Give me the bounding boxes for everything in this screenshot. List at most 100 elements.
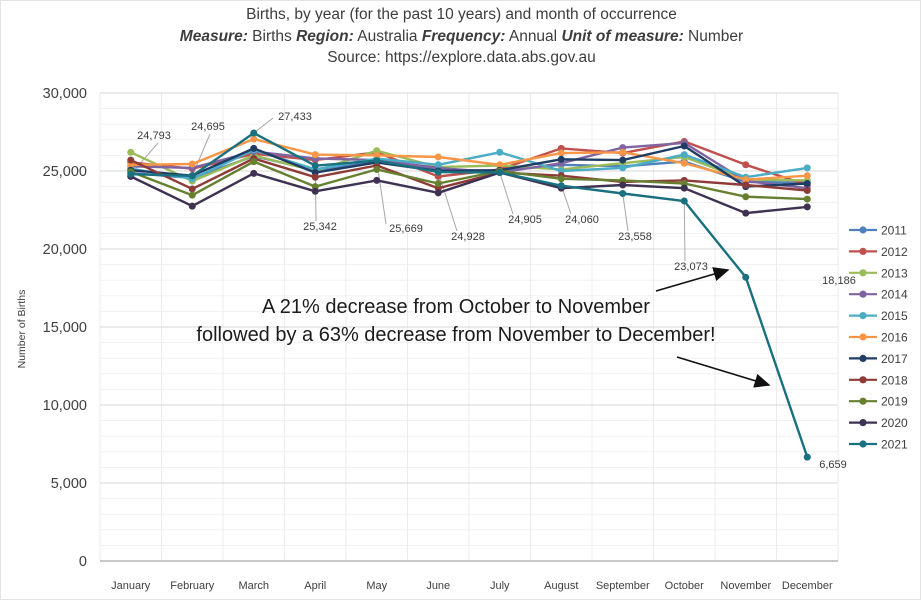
data-point bbox=[250, 129, 258, 137]
data-point bbox=[619, 148, 627, 156]
data-point bbox=[311, 162, 319, 170]
data-label-january: 24,793 bbox=[137, 130, 171, 142]
chart-header: Births, by year (for the past 10 years) … bbox=[1, 4, 920, 69]
legend-item-2017: 2017 bbox=[849, 352, 908, 366]
data-point bbox=[188, 185, 196, 193]
chart-subtitle: Measure: Births Region: Australia Freque… bbox=[1, 26, 920, 48]
legend-item-2018: 2018 bbox=[849, 373, 908, 387]
legend-label: 2014 bbox=[881, 288, 908, 302]
data-point bbox=[373, 176, 381, 184]
leader-line bbox=[253, 117, 274, 134]
data-point bbox=[619, 189, 627, 197]
chart-source: Source: https://explore.data.abs.gov.au bbox=[327, 49, 596, 66]
series-2021 bbox=[127, 129, 811, 461]
data-point bbox=[742, 273, 750, 281]
series-line-2020 bbox=[129, 171, 809, 215]
legend-item-2020: 2020 bbox=[849, 416, 908, 430]
data-point bbox=[803, 172, 811, 180]
legend-item-2021: 2021 bbox=[849, 438, 908, 452]
x-tick-label: November bbox=[720, 580, 771, 592]
x-tick-label: July bbox=[490, 580, 510, 592]
data-point bbox=[496, 148, 504, 156]
data-point bbox=[188, 172, 196, 180]
data-point bbox=[188, 160, 196, 168]
subtitle-measure-label: Measure: bbox=[179, 27, 248, 45]
series-lines bbox=[127, 129, 811, 461]
legend-label: 2013 bbox=[881, 266, 908, 280]
data-point bbox=[250, 135, 258, 143]
legend-marker bbox=[859, 226, 867, 234]
legend-marker bbox=[859, 333, 867, 341]
y-tick-label: 5,000 bbox=[51, 476, 87, 492]
data-point bbox=[742, 209, 750, 217]
data-point bbox=[434, 189, 442, 197]
x-tick-label: January bbox=[111, 580, 151, 592]
data-point bbox=[250, 158, 258, 166]
annotation-arrows bbox=[655, 267, 771, 388]
data-point bbox=[311, 173, 319, 181]
data-labels: 24,793 24,695 27,433 25,342 25,669 24,928 24,9… bbox=[137, 111, 856, 471]
legend-marker bbox=[859, 312, 867, 320]
annotation-line-2: followed by a 63% decrease from November… bbox=[196, 324, 716, 346]
x-tick-label: March bbox=[238, 580, 269, 592]
data-label-february: 24,695 bbox=[191, 121, 225, 133]
data-point bbox=[250, 169, 258, 177]
data-point bbox=[619, 181, 627, 189]
data-point bbox=[803, 453, 811, 461]
data-point bbox=[742, 176, 750, 184]
data-point bbox=[373, 151, 381, 159]
legend-item-2016: 2016 bbox=[849, 331, 908, 345]
data-point bbox=[188, 191, 196, 199]
subtitle-region-value: Australia bbox=[353, 27, 422, 45]
data-point bbox=[373, 165, 381, 173]
x-tick-label: April bbox=[304, 580, 326, 592]
data-label-september: 23,558 bbox=[618, 231, 652, 243]
data-point bbox=[803, 179, 811, 187]
legend-label: 2019 bbox=[881, 395, 908, 409]
data-point bbox=[680, 142, 688, 150]
data-point bbox=[680, 151, 688, 159]
subtitle-measure-value: Births bbox=[247, 27, 297, 45]
data-point bbox=[557, 175, 565, 183]
legend-label: 2011 bbox=[881, 224, 907, 238]
y-tick-label: 20,000 bbox=[43, 242, 87, 258]
data-point bbox=[680, 197, 688, 205]
legend-marker bbox=[859, 269, 867, 277]
legend-marker bbox=[859, 419, 867, 427]
data-point bbox=[496, 168, 504, 176]
subtitle-unit-label: Unit of measure: bbox=[561, 27, 684, 45]
x-tick-label: October bbox=[665, 580, 704, 592]
series-line-2013 bbox=[129, 149, 809, 183]
y-tick-label: 0 bbox=[79, 554, 87, 570]
data-point bbox=[188, 202, 196, 210]
data-label-august: 24,060 bbox=[565, 214, 599, 226]
data-point bbox=[680, 159, 688, 167]
legend-marker bbox=[859, 397, 867, 405]
legend-label: 2012 bbox=[881, 245, 908, 259]
data-point bbox=[619, 156, 627, 164]
series-line-2018 bbox=[129, 157, 809, 192]
data-point bbox=[127, 170, 135, 178]
x-tick-label: June bbox=[426, 580, 450, 592]
data-point bbox=[496, 161, 504, 169]
x-tick-label: February bbox=[170, 580, 215, 592]
legend-marker bbox=[859, 440, 867, 448]
leader-line bbox=[499, 172, 514, 215]
data-point bbox=[680, 184, 688, 192]
legend-label: 2015 bbox=[881, 309, 908, 323]
y-tick-label: 25,000 bbox=[43, 164, 87, 180]
data-point bbox=[742, 181, 750, 189]
data-point bbox=[803, 195, 811, 203]
data-point bbox=[250, 144, 258, 152]
legend-item-2011: 2011 bbox=[849, 224, 907, 238]
data-point bbox=[434, 153, 442, 161]
data-point bbox=[803, 187, 811, 194]
data-point bbox=[803, 164, 811, 172]
legend-marker bbox=[859, 354, 867, 362]
series-line-2019 bbox=[129, 160, 809, 201]
data-point bbox=[127, 156, 135, 164]
data-label-march: 27,433 bbox=[278, 111, 312, 123]
data-point bbox=[434, 168, 442, 176]
data-point bbox=[373, 157, 381, 165]
